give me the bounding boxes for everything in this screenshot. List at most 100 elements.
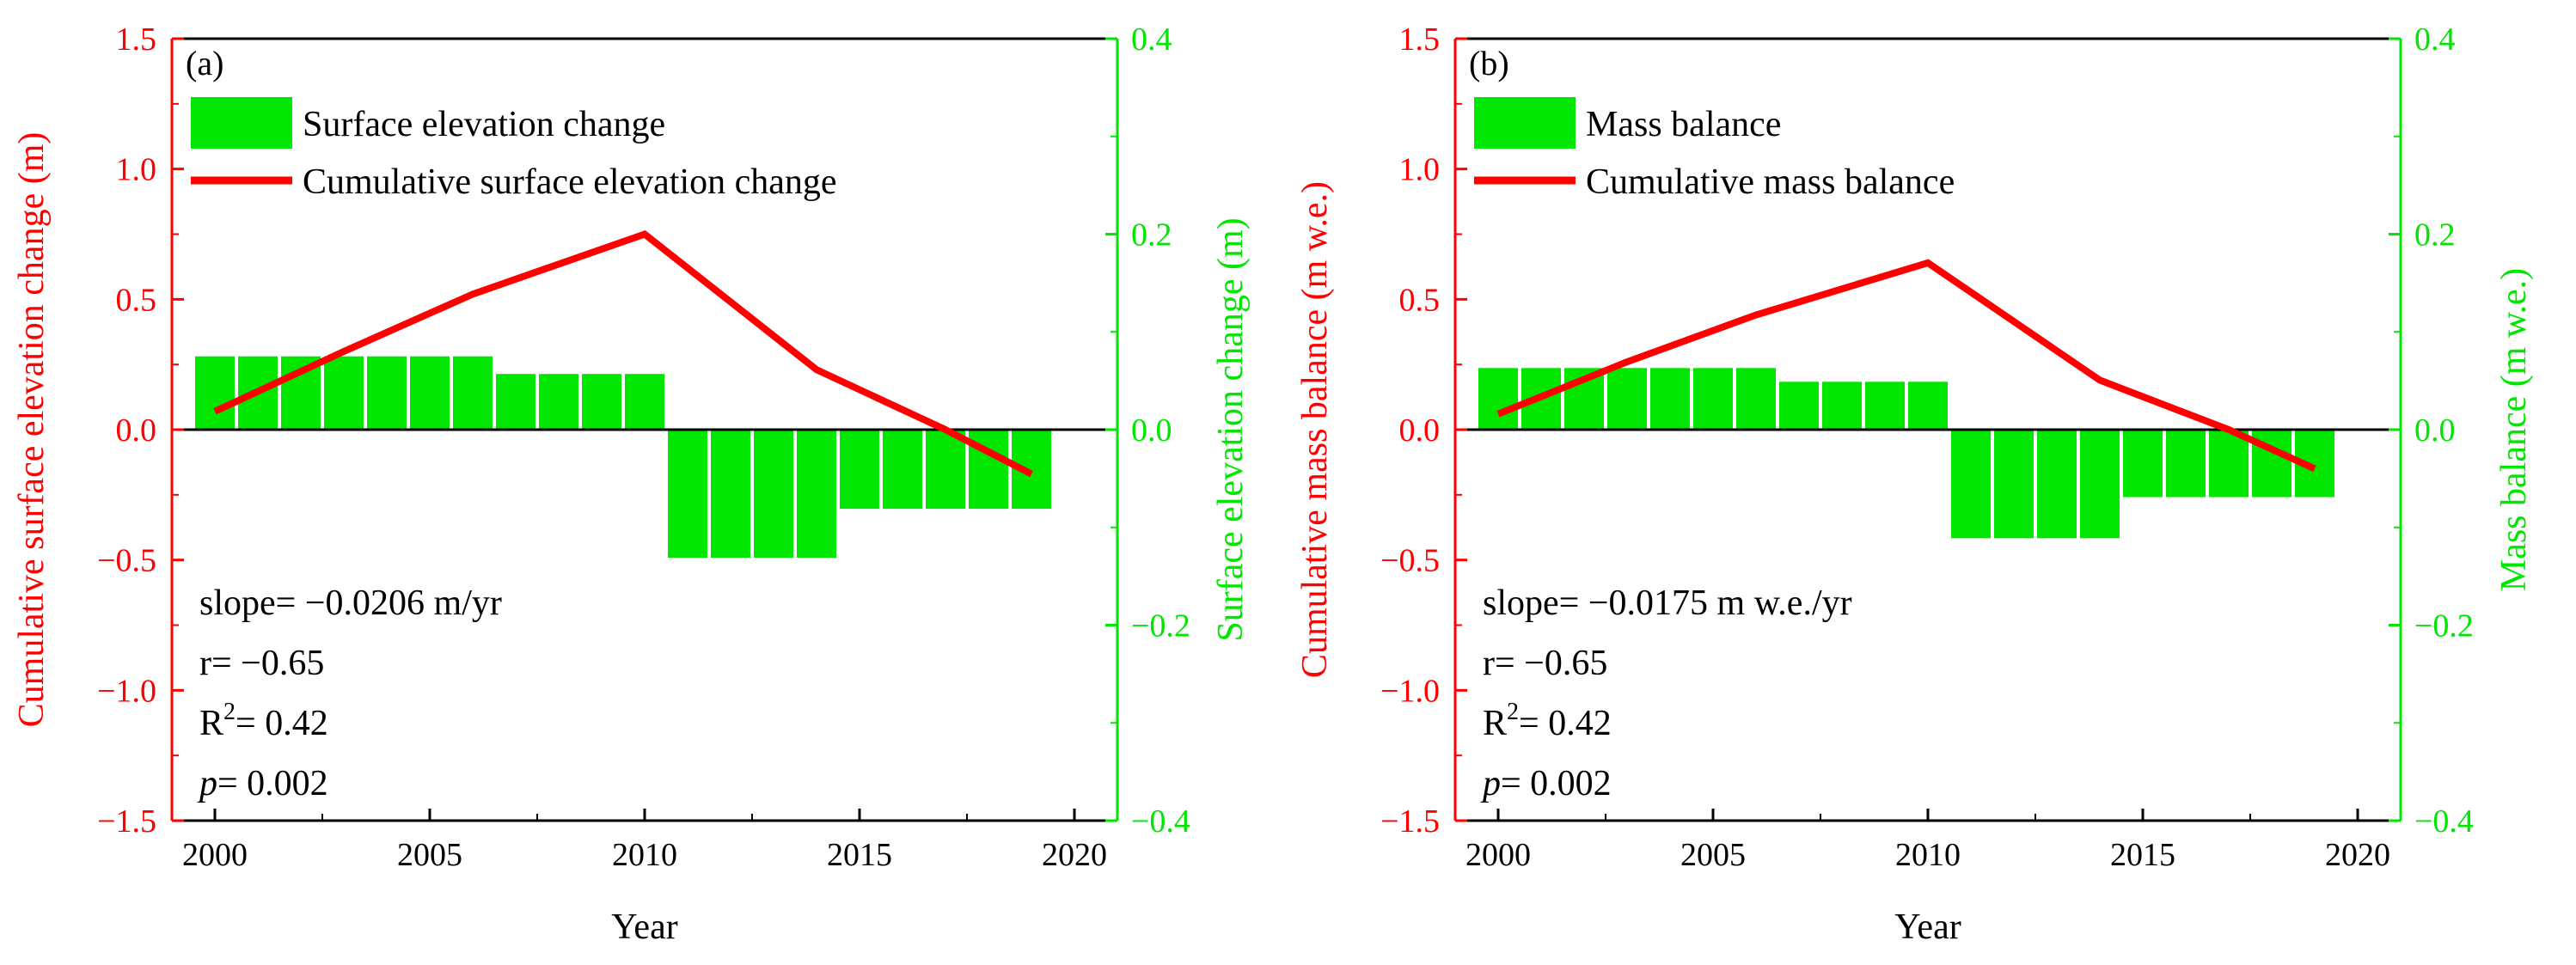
bar-2010 xyxy=(625,374,664,430)
x-tick-label: 2005 xyxy=(397,837,462,873)
bar-2017 xyxy=(2209,430,2249,498)
bar-2014 xyxy=(2080,430,2120,539)
x-tick-label: 2010 xyxy=(1895,837,1961,873)
stat-r2: R2= 0.42 xyxy=(199,699,328,743)
y-left-tick-label: 0.0 xyxy=(1399,412,1441,449)
bar-2012 xyxy=(711,430,750,558)
y-right-tick-label: 0.2 xyxy=(2414,217,2456,253)
bar-2003 xyxy=(324,356,364,430)
legend-bar-swatch xyxy=(191,97,292,149)
y-right-tick-label: 0.4 xyxy=(1131,21,1172,58)
y-left-tick-label: −1.5 xyxy=(1380,803,1440,840)
stat-p-value: = 0.002 xyxy=(1501,764,1612,803)
x-tick-label: 2000 xyxy=(182,837,248,873)
y-left-tick-label: −1.0 xyxy=(97,673,156,709)
bar-2011 xyxy=(668,430,707,558)
bar-2013 xyxy=(2037,430,2077,539)
bar-2006 xyxy=(453,356,493,430)
bar-2015 xyxy=(2123,430,2163,498)
bar-2004 xyxy=(1650,368,1690,430)
stat-r: r= −0.65 xyxy=(199,644,324,683)
stat-r2-prefix: R xyxy=(1483,704,1507,743)
y-left-axis-label: Cumulative mass balance (m w.e.) xyxy=(1295,181,1335,678)
y-left-tick-label: −0.5 xyxy=(1380,543,1440,579)
stat-r2: R2= 0.42 xyxy=(1483,699,1612,743)
stat-r2-value: = 0.42 xyxy=(1519,704,1612,743)
y-left-tick-label: −1.0 xyxy=(1380,673,1440,709)
x-axis-label: Year xyxy=(611,907,677,947)
bar-2003 xyxy=(1607,368,1647,430)
y-left-tick-label: 1.5 xyxy=(116,21,157,58)
y-left-tick-label: 1.5 xyxy=(1399,21,1441,58)
x-axis-label: Year xyxy=(1894,907,1961,947)
y-left-tick-label: 0.5 xyxy=(1399,282,1441,318)
legend-bar-swatch xyxy=(1474,97,1576,149)
y-left-tick-label: 0.0 xyxy=(116,412,157,449)
bar-2007 xyxy=(1779,382,1819,430)
stat-p-symbol: p xyxy=(197,764,217,803)
bar-2009 xyxy=(1865,382,1905,430)
y-right-axis-label: Surface elevation change (m) xyxy=(1211,217,1251,641)
y-right-tick-label: 0.4 xyxy=(2414,21,2456,58)
bar-2004 xyxy=(367,356,407,430)
x-tick-label: 2020 xyxy=(1042,837,1107,873)
bar-2000 xyxy=(195,356,235,430)
bar-2008 xyxy=(539,374,578,430)
stat-r: r= −0.65 xyxy=(1483,644,1607,683)
panel-label: (b) xyxy=(1469,44,1509,82)
y-right-tick-label: 0.0 xyxy=(2414,412,2456,449)
y-right-tick-label: 0.2 xyxy=(1131,217,1172,253)
bar-2009 xyxy=(582,374,621,430)
panel-a: 2000 2005 2010 2015 2020 1.5 1.0 0.5 0.0 −0.5 −1.0… xyxy=(12,21,1251,947)
x-tick-label: 2010 xyxy=(612,837,677,873)
y-right-axis-label: Mass balance (m w.e.) xyxy=(2494,268,2534,591)
x-tick-label: 2015 xyxy=(2110,837,2175,873)
legend-line-label: Cumulative surface elevation change xyxy=(303,162,837,202)
bar-2005 xyxy=(410,356,450,430)
x-tick-label: 2015 xyxy=(827,837,892,873)
bar-2010 xyxy=(1908,382,1948,430)
bar-2013 xyxy=(754,430,793,558)
x-tick-label: 2020 xyxy=(2325,837,2390,873)
stat-slope: slope= −0.0175 m w.e./yr xyxy=(1483,583,1852,623)
y-right-tick-label: −0.2 xyxy=(2414,608,2474,644)
bar-2005 xyxy=(1693,368,1733,430)
y-right-tick-label: −0.4 xyxy=(1131,803,1190,840)
stat-slope: slope= −0.0206 m/yr xyxy=(199,583,502,623)
stat-p: p= 0.002 xyxy=(1480,764,1612,803)
y-left-tick-label: 1.0 xyxy=(116,152,157,188)
y-left-axis-label: Cumulative surface elevation change (m) xyxy=(12,132,52,728)
stat-p-symbol: p xyxy=(1480,764,1501,803)
legend-line-label: Cumulative mass balance xyxy=(1586,162,1955,202)
y-right-tick-label: −0.2 xyxy=(1131,608,1190,644)
bar-2016 xyxy=(883,430,922,510)
panel-b: 2000 2005 2010 2015 2020 1.5 1.0 0.5 0.0 −0.5 −1.0… xyxy=(1295,21,2534,947)
bar-2016 xyxy=(2166,430,2206,498)
stat-r2-prefix: R xyxy=(199,704,223,743)
y-left-tick-label: 1.0 xyxy=(1399,152,1441,188)
legend-bar-label: Surface elevation change xyxy=(303,105,665,144)
y-left-tick-label: −1.5 xyxy=(97,803,156,840)
stat-p-value: = 0.002 xyxy=(217,764,328,803)
stat-r2-sup: 2 xyxy=(223,699,236,725)
bar-2006 xyxy=(1736,368,1776,430)
cumulative-line xyxy=(1496,259,2316,473)
bar-2017 xyxy=(926,430,965,510)
stat-r2-value: = 0.42 xyxy=(236,704,328,743)
y-left-tick-label: 0.5 xyxy=(116,282,157,318)
bar-2014 xyxy=(797,430,836,558)
x-tick-label: 2000 xyxy=(1465,837,1531,873)
bar-2015 xyxy=(840,430,879,510)
legend-bar-label: Mass balance xyxy=(1586,105,1781,144)
panel-label: (a) xyxy=(186,44,223,82)
bar-2012 xyxy=(1994,430,2034,539)
x-tick-label: 2005 xyxy=(1680,837,1746,873)
bar-2008 xyxy=(1822,382,1862,430)
bar-2011 xyxy=(1951,430,1991,539)
y-right-tick-label: −0.4 xyxy=(2414,803,2474,840)
stat-r2-sup: 2 xyxy=(1507,699,1519,725)
bar-2007 xyxy=(496,374,535,430)
y-left-tick-label: −0.5 xyxy=(97,543,156,579)
y-right-tick-label: 0.0 xyxy=(1131,412,1172,449)
